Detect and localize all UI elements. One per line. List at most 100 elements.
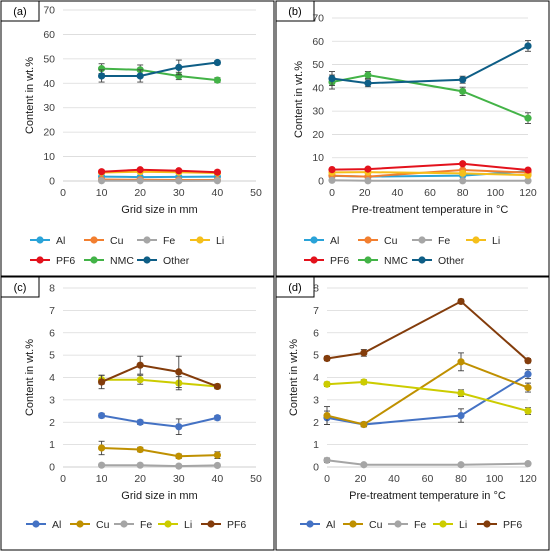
legend-label: Al <box>56 235 65 247</box>
y-tick-label: 60 <box>43 29 55 41</box>
x-tick-label: 30 <box>173 473 185 485</box>
y-tick-label: 0 <box>49 176 55 188</box>
legend-swatch-marker <box>32 520 40 528</box>
data-point <box>98 65 106 73</box>
series-nmc <box>98 63 221 84</box>
y-tick-label: 70 <box>312 13 324 25</box>
legend-label: Cu <box>384 235 398 247</box>
legend-swatch-marker <box>364 236 372 244</box>
legend-label: PF6 <box>330 255 349 267</box>
data-point <box>328 176 336 184</box>
x-tick-label: 50 <box>250 473 262 485</box>
y-tick-label: 7 <box>313 305 319 317</box>
legend-item-al: Al <box>300 519 335 531</box>
legend-item-nmc: NMC <box>84 255 134 267</box>
data-point <box>360 349 368 357</box>
legend-label: PF6 <box>56 255 75 267</box>
legend-item-pf6: PF6 <box>304 255 349 267</box>
legend-label: Cu <box>110 235 124 247</box>
y-tick-label: 8 <box>313 283 319 295</box>
y-tick-label: 6 <box>49 327 55 339</box>
legend-item-li: Li <box>466 235 500 247</box>
legend-swatch-marker <box>310 256 318 264</box>
data-point <box>136 72 144 80</box>
data-point <box>524 114 532 122</box>
x-tick-label: 20 <box>359 187 371 199</box>
panel-border <box>0 276 275 551</box>
data-point <box>459 177 467 185</box>
legend-swatch-marker <box>472 236 480 244</box>
series-line <box>331 171 529 177</box>
legend-item-fe: Fe <box>137 235 175 247</box>
legend-item-al: Al <box>30 235 65 247</box>
data-point <box>136 166 144 174</box>
x-tick-label: 0 <box>329 187 335 199</box>
y-tick-label: 3 <box>49 394 55 406</box>
panel-label: (b) <box>288 6 301 18</box>
y-tick-label: 4 <box>49 372 55 384</box>
data-point <box>175 462 183 470</box>
data-point <box>364 79 372 87</box>
legend-label: Li <box>184 519 192 531</box>
series-line <box>101 168 218 174</box>
y-tick-label: 10 <box>312 152 324 164</box>
data-point <box>459 160 467 168</box>
y-tick-label: 0 <box>49 462 55 474</box>
x-tick-label: 10 <box>96 187 108 199</box>
y-tick-label: 50 <box>43 53 55 65</box>
panel-label-box <box>0 0 40 22</box>
data-point <box>136 361 144 369</box>
legend-label: Fe <box>414 519 426 531</box>
y-tick-label: 70 <box>43 5 55 17</box>
x-tick-label: 60 <box>424 187 436 199</box>
x-tick-label: 30 <box>173 187 185 199</box>
series-line <box>101 464 218 468</box>
data-point <box>364 71 372 79</box>
data-point <box>524 42 532 50</box>
series-line <box>326 360 529 426</box>
x-tick-label: 0 <box>60 187 66 199</box>
data-point <box>136 418 144 426</box>
legend-swatch-marker <box>76 520 84 528</box>
x-axis-title: Grid size in mm <box>121 204 197 216</box>
y-tick-label: 50 <box>312 59 324 71</box>
legend-item-al: Al <box>304 235 339 247</box>
data-point <box>360 420 368 429</box>
y-tick-label: 7 <box>49 305 55 317</box>
y-axis-title: Content in wt.% <box>24 57 36 134</box>
data-point <box>136 376 144 384</box>
data-point <box>213 461 221 470</box>
legend-swatch-marker <box>143 256 151 264</box>
data-point <box>457 461 465 469</box>
series-cu <box>98 440 221 460</box>
legend-label: Al <box>52 519 61 531</box>
y-axis-title: Content in wt.% <box>24 339 36 416</box>
series-line <box>326 459 529 466</box>
series-line <box>326 300 529 362</box>
data-point <box>524 177 532 185</box>
x-tick-label: 80 <box>455 473 467 485</box>
legend-item-fe: Fe <box>114 519 152 531</box>
x-tick-label: 100 <box>486 473 504 485</box>
y-tick-label: 20 <box>312 129 324 141</box>
y-tick-label: 1 <box>313 439 319 451</box>
legend-swatch-marker <box>207 520 215 528</box>
data-point <box>98 378 106 386</box>
y-tick-label: 10 <box>43 151 55 163</box>
data-point <box>213 177 221 185</box>
x-tick-label: 60 <box>422 473 434 485</box>
legend-item-other: Other <box>137 255 190 267</box>
data-point <box>459 76 467 84</box>
data-point <box>364 177 372 185</box>
data-point <box>457 358 465 366</box>
legend-swatch-marker <box>306 520 314 528</box>
x-tick-label: 120 <box>519 187 537 199</box>
legend-label: Li <box>492 235 500 247</box>
legend-swatch-marker <box>394 520 402 528</box>
y-axis-title: Content in wt.% <box>288 339 300 416</box>
data-point <box>360 461 368 469</box>
data-point <box>175 452 183 460</box>
x-tick-label: 100 <box>487 187 505 199</box>
